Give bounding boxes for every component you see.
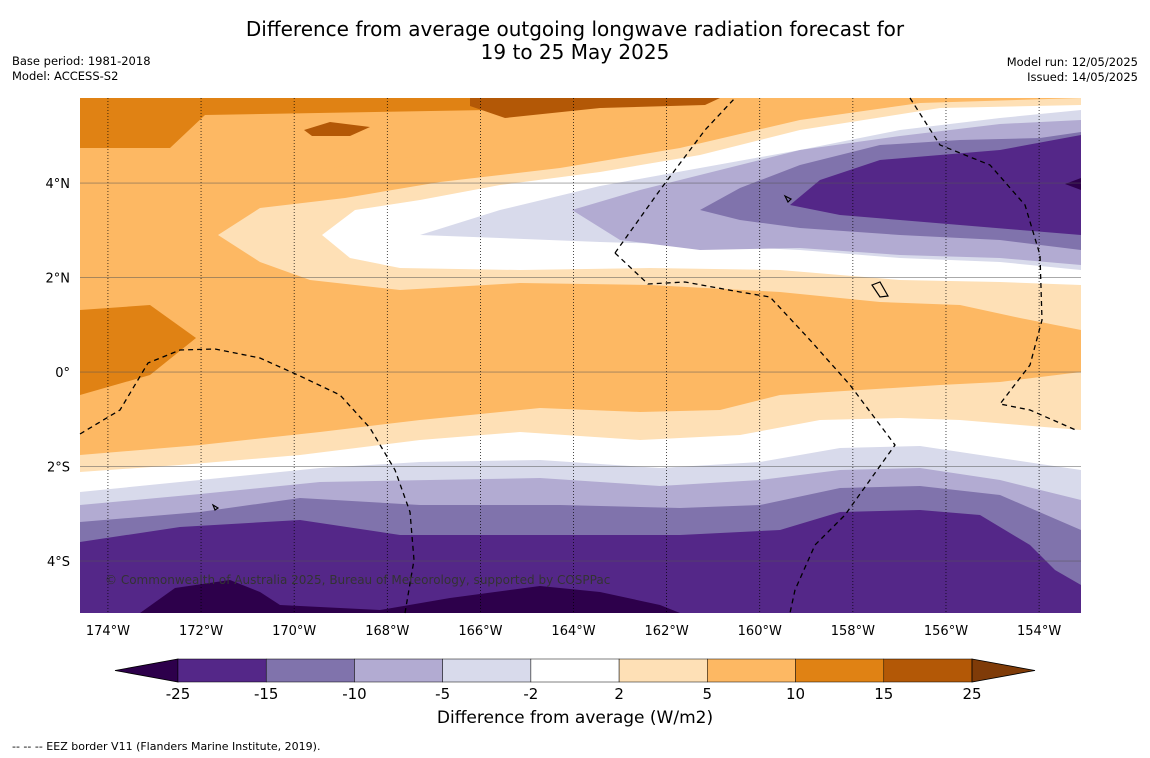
band-lt-neg25-south (140, 580, 680, 613)
colorbar: -25 -15 -10 -5 -2 2 5 10 15 25 (114, 658, 1036, 700)
lat-label: 4°S (47, 555, 70, 570)
lat-label: 4°N (46, 177, 71, 192)
lon-label: 162°W (645, 624, 689, 639)
base-period: Base period: 1981-2018 (12, 54, 151, 68)
colorbar-swatch (795, 658, 885, 683)
island-2 (871, 281, 889, 298)
colorbar-tick-label: 5 (703, 685, 713, 700)
colorbar-tick-label: -5 (435, 685, 450, 700)
colorbar-tick-label: -10 (342, 685, 367, 700)
islands (211, 194, 889, 511)
longitude-labels: 174°W 172°W 170°W 168°W 166°W 164°W 162°W 160°W… (86, 624, 1061, 639)
band-neg25-neg15-south (80, 510, 1081, 613)
colorbar-min-arrow (114, 658, 179, 683)
lon-label: 156°W (924, 624, 968, 639)
colorbar-swatch (530, 658, 620, 683)
colorbar-tick-label: 10 (786, 685, 805, 700)
lon-label: 170°W (272, 624, 316, 639)
lat-label: 2°S (47, 461, 70, 476)
lat-label: 0° (55, 366, 70, 381)
colorbar-max-arrow (971, 658, 1036, 683)
latitude-labels: 4°N 2°N 0° 2°S 4°S (46, 177, 71, 570)
colorbar-swatch (618, 658, 708, 683)
colorbar-tick-label: 15 (874, 685, 893, 700)
lon-label: 164°W (551, 624, 595, 639)
colorbar-swatch (883, 658, 973, 683)
eez-borders (79, 97, 1079, 614)
band-15-25-north (470, 98, 720, 118)
colorbar-tick-label: 25 (962, 685, 981, 700)
band-neg25-tip (1065, 178, 1081, 190)
colorbar-tick-label: -2 (523, 685, 538, 700)
island-3 (211, 503, 220, 511)
anomaly-field (80, 98, 1081, 613)
colorbar-swatch (265, 658, 355, 683)
colorbar-swatch (354, 658, 443, 683)
colorbar-swatch (177, 658, 267, 683)
colorbar-tick-label: -25 (166, 685, 191, 700)
lon-label: 158°W (831, 624, 875, 639)
model-run: Model run: 12/05/2025 (1006, 55, 1138, 69)
colorbar-tick-label: -15 (254, 685, 279, 700)
island-1 (783, 194, 793, 204)
title-line-2: 19 to 25 May 2025 (480, 40, 670, 64)
colorbar-swatch (442, 658, 532, 683)
map-figure: © Commonwealth of Australia 2025, Bureau… (46, 97, 1081, 700)
lon-label: 168°W (365, 624, 409, 639)
band-10-15-west (80, 305, 196, 395)
lon-label: 174°W (86, 624, 130, 639)
colorbar-swatch (707, 658, 796, 683)
issued-date: Issued: 14/05/2025 (1027, 70, 1138, 84)
copyright-label: © Commonwealth of Australia 2025, Bureau… (105, 573, 610, 587)
lat-label: 2°N (46, 272, 71, 287)
lon-label: 166°W (458, 624, 502, 639)
colorbar-tick-label: 2 (614, 685, 624, 700)
eez-legend-note: -- -- -- EEZ border V11 (Flanders Marine… (12, 740, 321, 753)
chart-title: Difference from average outgoing longwav… (0, 18, 1150, 64)
colorbar-title: Difference from average (W/m2) (436, 708, 714, 728)
lon-label: 160°W (738, 624, 782, 639)
band-15-25-blob (304, 122, 370, 136)
lon-label: 154°W (1017, 624, 1061, 639)
model-name: Model: ACCESS-S2 (12, 69, 119, 83)
band-neg25-neg15-north (790, 135, 1081, 235)
meta-left: Base period: 1981-2018 Model: ACCESS-S2 (12, 54, 151, 84)
title-line-1: Difference from average outgoing longwav… (245, 17, 905, 41)
graticule (80, 98, 1081, 613)
meta-right: Model run: 12/05/2025 Issued: 14/05/2025 (1007, 55, 1138, 85)
lon-label: 172°W (179, 624, 223, 639)
